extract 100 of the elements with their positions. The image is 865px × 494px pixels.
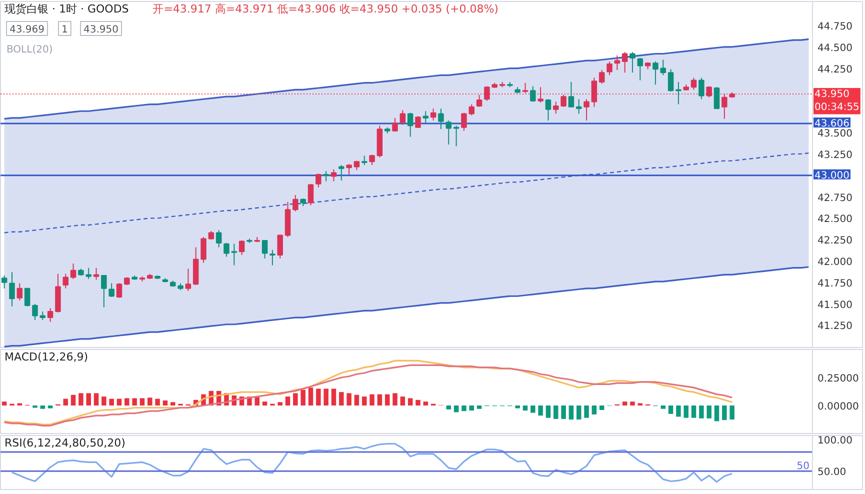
- chart-subtitle: 开=43.917 高=43.971 低=43.906 收=43.950 +0.035 (+0.08%): [152, 2, 498, 16]
- y-tick-label: 44.500: [818, 42, 852, 54]
- bar: [140, 398, 145, 406]
- y-tick-label: 42.750: [818, 192, 852, 204]
- bar: [446, 406, 452, 410]
- bar: [63, 398, 68, 406]
- bar: [124, 398, 130, 406]
- bar: [408, 398, 413, 406]
- bar: [706, 406, 712, 418]
- chart-title: 现货白银 · 1时 · GOODS: [4, 2, 129, 16]
- y-tick-label: 43.500: [818, 128, 852, 140]
- bar: [730, 406, 734, 420]
- candlestick: [116, 282, 122, 298]
- candlestick: [461, 112, 467, 132]
- candlestick: [560, 94, 566, 108]
- bar: [162, 400, 168, 406]
- candlestick: [453, 125, 460, 147]
- annotation: 43.969: [10, 24, 44, 36]
- bar: [102, 396, 106, 406]
- y-tick-label: 43.250: [818, 150, 852, 161]
- candlestick: [24, 288, 30, 307]
- candlestick: [484, 86, 490, 102]
- candlestick: [16, 282, 23, 301]
- candlestick: [722, 93, 728, 120]
- candlestick: [47, 308, 54, 322]
- bar: [568, 406, 574, 420]
- bar: [462, 406, 466, 412]
- bar: [370, 394, 374, 406]
- bar: [293, 393, 298, 406]
- bar: [714, 406, 720, 422]
- candlestick: [637, 58, 644, 81]
- candlestick: [392, 117, 398, 132]
- bar: [699, 406, 704, 418]
- y-tick-label: 42.500: [818, 214, 852, 226]
- line-series: [4, 266, 810, 348]
- candlestick: [262, 240, 268, 259]
- bar: [331, 388, 336, 406]
- candlestick: [422, 110, 429, 124]
- bar: [2, 402, 7, 406]
- bar: [416, 400, 420, 406]
- bar: [599, 406, 604, 410]
- candlestick: [277, 234, 283, 259]
- bar: [262, 402, 268, 406]
- bar: [554, 406, 558, 419]
- candlestick: [538, 86, 544, 104]
- chart-title: RSI(6,12,24,80,50,20): [4, 436, 126, 450]
- candlestick: [70, 263, 76, 280]
- ref-line-label: 50: [796, 461, 810, 472]
- bar: [324, 388, 328, 406]
- bar: [48, 406, 53, 408]
- ref-line-label: 43.000: [814, 170, 850, 182]
- candlestick: [598, 70, 605, 84]
- bar: [561, 406, 566, 419]
- bar: [78, 393, 84, 406]
- candlestick: [622, 52, 628, 74]
- candlestick: [292, 194, 298, 212]
- candlestick: [200, 236, 206, 264]
- bar: [722, 406, 727, 420]
- candlestick: [714, 86, 720, 110]
- y-tick-label: 50.00: [818, 467, 846, 478]
- bar: [170, 402, 176, 406]
- bar: [584, 406, 589, 418]
- bar: [116, 398, 122, 406]
- bar: [109, 398, 114, 406]
- candlestick: [238, 240, 245, 256]
- candlestick: [407, 112, 414, 138]
- candlestick: [668, 68, 674, 92]
- bar: [476, 406, 482, 409]
- candlestick: [584, 98, 590, 122]
- bar: [285, 396, 290, 406]
- candlestick: [568, 82, 574, 108]
- y-tick-label: 41.750: [818, 278, 852, 290]
- bar: [576, 406, 582, 420]
- annotation: BOLL(20): [6, 44, 53, 56]
- candlestick: [330, 168, 337, 182]
- bar: [530, 406, 536, 413]
- bar: [522, 406, 528, 411]
- ref-line-label: 43.606: [814, 118, 850, 130]
- candlestick: [476, 94, 482, 108]
- candlestick: [1, 275, 8, 289]
- candlestick: [400, 110, 406, 126]
- bar: [155, 398, 160, 406]
- bar: [278, 402, 282, 406]
- y-tick-label: 42.250: [818, 236, 852, 247]
- bar: [392, 393, 398, 406]
- bar: [339, 392, 344, 406]
- y-tick-label: 44.250: [818, 64, 852, 76]
- bar: [377, 394, 382, 406]
- candlestick: [346, 164, 352, 175]
- candlestick: [338, 164, 344, 181]
- y-tick-label: 100.00: [818, 435, 852, 446]
- bar: [316, 388, 321, 406]
- candlestick: [576, 98, 582, 114]
- bar: [515, 406, 520, 408]
- y-tick-label: 0.00000: [818, 402, 859, 412]
- candlestick: [231, 243, 238, 266]
- candlestick: [614, 54, 620, 71]
- bar: [676, 406, 681, 417]
- candlestick: [468, 104, 474, 116]
- candlestick: [101, 275, 107, 308]
